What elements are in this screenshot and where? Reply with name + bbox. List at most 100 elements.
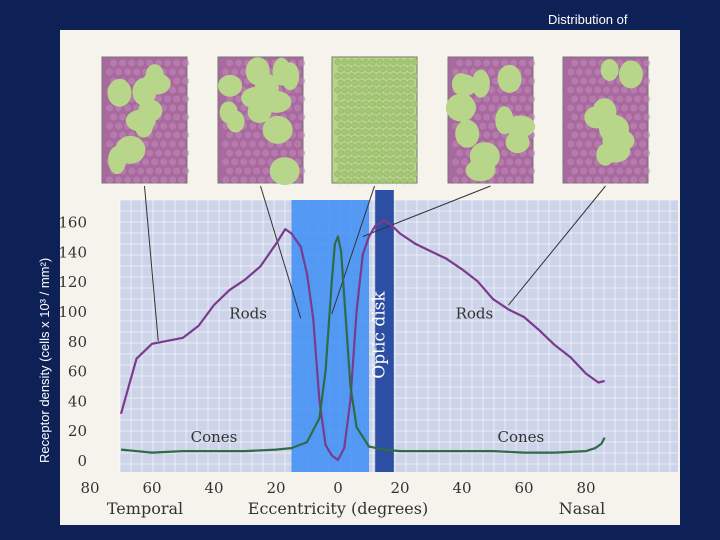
cone-cell xyxy=(365,121,372,129)
rods-line xyxy=(119,219,605,462)
cone-cell xyxy=(365,149,372,157)
rod-cell xyxy=(137,59,145,67)
cone-cell xyxy=(262,115,293,144)
cone-cell xyxy=(379,107,386,115)
cone-cell xyxy=(344,107,351,115)
cone-cell xyxy=(404,128,411,136)
rod-cell xyxy=(524,158,532,166)
cone-cell xyxy=(372,149,379,157)
rod-cell xyxy=(630,104,638,112)
rod-cell xyxy=(585,140,593,148)
chart-svg: Optic disk Rods Rods Cones Cones 0 20 40 60 80 100… xyxy=(60,56,678,518)
cone-cell xyxy=(390,86,397,94)
rod-cell xyxy=(501,59,509,67)
rod-cell xyxy=(160,158,168,166)
rod-cell xyxy=(589,59,597,67)
cone-cell xyxy=(341,156,348,164)
rod-cell xyxy=(294,104,302,112)
cone-cell xyxy=(383,142,390,150)
rod-cell xyxy=(142,176,150,184)
cone-cell xyxy=(362,86,369,94)
rod-cell xyxy=(142,158,150,166)
cone-cell xyxy=(344,135,351,143)
y-tick-label: 40 xyxy=(68,392,87,410)
cone-cell xyxy=(407,79,414,87)
rod-cell xyxy=(119,113,127,121)
rod-cell xyxy=(501,95,509,103)
rod-cell xyxy=(589,77,597,85)
rod-cell xyxy=(164,113,172,121)
rod-cell xyxy=(119,59,127,67)
rod-cell xyxy=(483,59,491,67)
cone-cell xyxy=(390,170,397,178)
x-side-label-temporal: Temporal xyxy=(107,499,183,518)
x-tick-label: 80 xyxy=(576,479,595,497)
cone-cell xyxy=(400,177,407,185)
cone-cell xyxy=(334,72,341,80)
cone-cell xyxy=(383,156,390,164)
cone-cell xyxy=(358,163,365,171)
rod-cell xyxy=(258,158,266,166)
rod-cell xyxy=(643,77,651,85)
rod-cell xyxy=(603,176,611,184)
cone-cell xyxy=(400,93,407,101)
cone-cell xyxy=(372,163,379,171)
rod-cell xyxy=(173,77,181,85)
rod-cell xyxy=(492,77,500,85)
rod-cell xyxy=(244,167,252,175)
cone-cell xyxy=(397,170,404,178)
rod-cell xyxy=(589,131,597,139)
cone-cell xyxy=(390,156,397,164)
rod-cell xyxy=(258,176,266,184)
cone-cell xyxy=(393,135,400,143)
rod-cell xyxy=(515,104,523,112)
cone-cell xyxy=(379,177,386,185)
cone-cell xyxy=(344,79,351,87)
cone-cell xyxy=(351,163,358,171)
cone-cell xyxy=(365,163,372,171)
cone-cell xyxy=(348,72,355,80)
rod-cell xyxy=(528,77,536,85)
cone-cell xyxy=(386,149,393,157)
rod-cell xyxy=(124,68,132,76)
cone-cell xyxy=(407,135,414,143)
cone-cell xyxy=(386,79,393,87)
rod-cell xyxy=(524,68,532,76)
cone-cell xyxy=(341,72,348,80)
rod-cell xyxy=(160,140,168,148)
cone-cell xyxy=(407,149,414,157)
rod-cell xyxy=(253,131,261,139)
cone-cell xyxy=(369,114,376,122)
rod-cell xyxy=(298,149,306,157)
rod-cell xyxy=(182,95,190,103)
rod-cell xyxy=(452,158,460,166)
rod-cell xyxy=(580,149,588,157)
rod-cell xyxy=(240,158,248,166)
cone-cell xyxy=(334,86,341,94)
cone-cell xyxy=(411,114,418,122)
cone-cell xyxy=(383,86,390,94)
cone-cell xyxy=(411,170,418,178)
rod-cell xyxy=(612,86,620,94)
rod-cell xyxy=(231,140,239,148)
rod-cell xyxy=(182,131,190,139)
cone-cell xyxy=(334,114,341,122)
rod-cell xyxy=(594,140,602,148)
rod-cell xyxy=(151,176,159,184)
cone-cell xyxy=(362,170,369,178)
rod-cell xyxy=(603,86,611,94)
cone-cell xyxy=(348,156,355,164)
cone-cell xyxy=(379,93,386,101)
cone-cell xyxy=(355,170,362,178)
rod-cell xyxy=(128,59,136,67)
rod-cell xyxy=(240,68,248,76)
rod-cell xyxy=(497,140,505,148)
y-tick-label: 100 xyxy=(60,303,87,321)
rod-cell xyxy=(169,158,177,166)
cone-cell xyxy=(348,128,355,136)
cone-cell xyxy=(355,156,362,164)
leader-line xyxy=(508,185,606,306)
cone-cell xyxy=(411,142,418,150)
rod-cell xyxy=(585,176,593,184)
cone-cell xyxy=(334,128,341,136)
